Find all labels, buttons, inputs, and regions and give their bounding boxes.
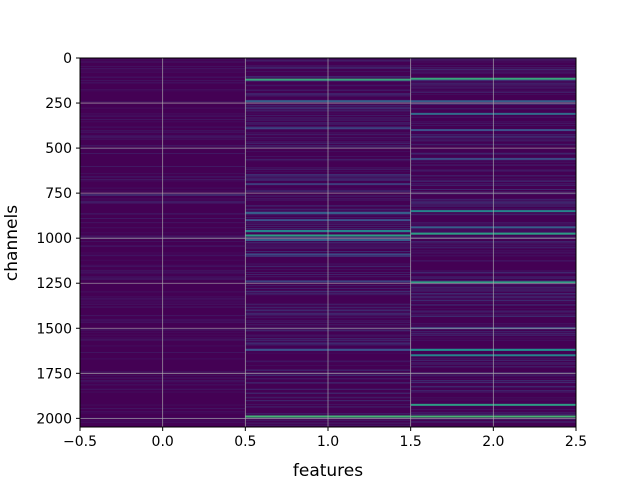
y-axis-ticks: 0 250 500 750 1000 1250 1500 1750 2000 (36, 51, 80, 427)
x-tick-label: 0.5 (234, 434, 256, 450)
x-tick-label: 1.0 (317, 434, 339, 450)
y-tick-label: 750 (45, 186, 72, 202)
x-tick-label: 0.0 (152, 434, 174, 450)
y-tick-label: 2000 (36, 411, 72, 427)
x-tick-label: 2.0 (482, 434, 504, 450)
y-tick-label: 0 (63, 51, 72, 67)
y-tick-label: 1000 (36, 231, 72, 247)
x-tick-label: 1.5 (400, 434, 422, 450)
y-tick-label: 1500 (36, 321, 72, 337)
x-axis-label: features (293, 461, 363, 480)
y-axis-label: channels (2, 205, 22, 281)
y-tick-label: 1750 (36, 366, 72, 382)
x-tick-label: −0.5 (63, 434, 97, 450)
x-axis-ticks: −0.5 0.0 0.5 1.0 1.5 2.0 2.5 (63, 427, 587, 450)
y-tick-label: 250 (45, 96, 72, 112)
y-tick-label: 500 (45, 141, 72, 157)
x-tick-label: 2.5 (565, 434, 587, 450)
y-tick-label: 1250 (36, 276, 72, 292)
